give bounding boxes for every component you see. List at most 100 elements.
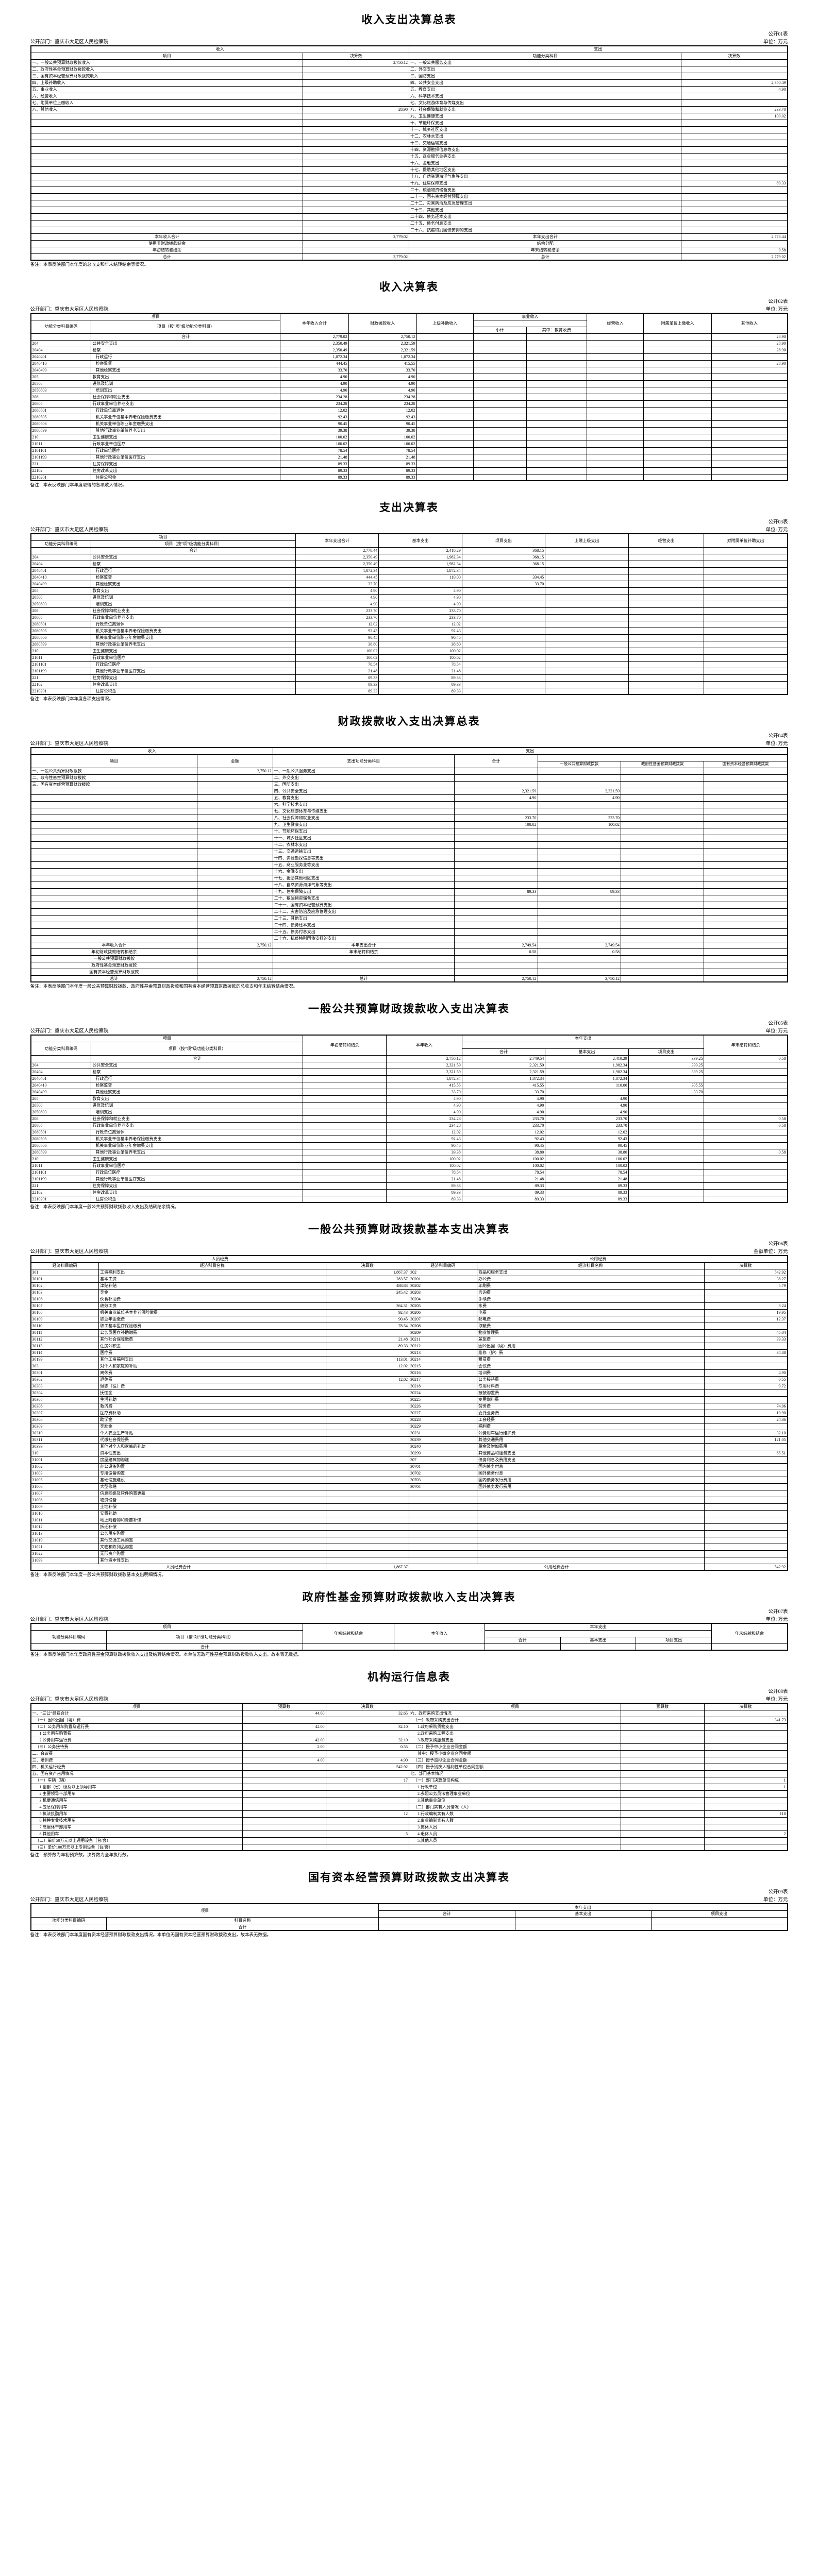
t5-h-item: 项目 (30, 1035, 304, 1042)
econ-name-left: 物资储备 (98, 1496, 326, 1504)
t2-h-affil: 附属单位上缴收入 (643, 313, 712, 334)
carry-end-value (704, 1101, 788, 1109)
econ-name-right (477, 1496, 705, 1504)
table-row: 二十五、债务付息支出 (30, 219, 788, 227)
income-item-label: 一、一般公共预算财政拨款收入 (30, 59, 304, 66)
table-row: 四、上级补助收入 四、公共安全支出 2,350.49 (30, 79, 788, 87)
expense-item-label: 五、教育支出 (408, 86, 682, 93)
econ-amount-right: 5.79 (704, 1282, 788, 1290)
income-item-value (196, 774, 273, 782)
sum-value: 415.55 (461, 1081, 546, 1089)
t7-h-code: 功能分类科目编码 (30, 1630, 107, 1644)
econ-name-left: 基本工资 (98, 1275, 326, 1283)
t9-h-expense: 本年支出 (378, 1903, 788, 1911)
econ-amount-left (325, 1530, 409, 1537)
table-9-department: 公开部门：重庆市大足区人民检察院 (30, 1897, 109, 1903)
t2-h-sub: 小计 (473, 326, 527, 334)
proj-value (628, 1162, 705, 1170)
basic-value: 78.54 (545, 1168, 629, 1176)
proj-value (461, 607, 546, 615)
econ-name-right: 其他交通费用 (477, 1436, 705, 1444)
table-row: 31013 公务用车购置 (30, 1530, 788, 1537)
table-footer-row: 使用非财政拨款结余 结余分配 (30, 240, 788, 247)
func-code: 2101101 (30, 660, 92, 668)
income-item-label (30, 132, 304, 140)
expense-general-value (537, 767, 622, 775)
econ-code-left: 30114 (30, 1349, 99, 1357)
table-2: 项目 本年收入合计 财政拨款收入 上级补助收入 事业收入 经营收入 附属单位上缴… (30, 313, 788, 482)
proj-value (461, 667, 546, 675)
upper-value (545, 681, 629, 688)
total-value: 4.90 (295, 600, 379, 608)
carry-begin-value (303, 1122, 387, 1129)
expense-capital-value (704, 794, 788, 802)
income-item-label (30, 179, 304, 187)
table-block-3: 支出决算表 公开03表 公开部门：重庆市大足区人民检察院 单位: 万元 项目 本… (30, 499, 788, 702)
econ-name-left: 奖励金 (98, 1422, 326, 1430)
proj-value (461, 627, 546, 635)
table-footer-row: 人员经费合计 1,867.37 公用经费合计 542.92 (30, 1563, 788, 1571)
proj-value (461, 587, 546, 595)
func-code: 2101199 (30, 1175, 92, 1183)
table-2-note: 备注：本表反映部门本年度取得的各项收入情况。 (30, 482, 127, 488)
func-code: 22102 (30, 467, 92, 474)
econ-code-right: 30227 (408, 1409, 478, 1417)
t7-h-sum: 合计 (484, 1636, 561, 1644)
expense-capital-value (704, 941, 788, 949)
income-item-value: 2,750.12 (303, 59, 409, 66)
expense-fund-value (620, 774, 705, 782)
income-total-label: 使用非财政拨款结余 (30, 240, 304, 247)
expense-total-value (454, 908, 538, 916)
income-value: 33.70 (386, 1088, 462, 1096)
econ-amount-right (704, 1503, 788, 1511)
table-row: 二十六、抗疫特别国债安排的支出 (30, 935, 788, 942)
oper-value (628, 614, 705, 621)
table-row: 2.公务用车运行费 42.00 32.10 3.政府采购服务支出 (30, 1736, 788, 1744)
econ-name-left: 其他社会保障缴费 (98, 1335, 326, 1343)
econ-amount-left (325, 1402, 409, 1410)
affil-value (643, 373, 712, 381)
econ-name-right: 取暖费 (477, 1322, 705, 1330)
expense-total-value (454, 935, 538, 942)
econ-amount-right: 45.04 (704, 1329, 788, 1336)
func-code: 204 (30, 1061, 92, 1069)
carry-begin-value (303, 1055, 387, 1062)
proj-value (628, 1148, 705, 1156)
table-8-body: 一、“三公”经费合计 44.00 32.65 六、政府采购支出情况 （一）因公出国（境）… (30, 1709, 788, 1851)
oper-value (586, 453, 644, 461)
basic-value (378, 580, 462, 588)
table-row: 三、国有资本经营预算财政拨款收入 三、国防支出 (30, 72, 788, 80)
fiscal-value: 33.70 (348, 366, 417, 374)
expense-fund-value (620, 955, 705, 962)
sum-value: 4.90 (461, 1101, 546, 1109)
item-name: 机关事业单位基本养老保险缴费支出 (91, 1135, 304, 1143)
sum-value: 12.02 (461, 1128, 546, 1136)
total-value: 2,778.44 (295, 547, 379, 554)
t7-h-carry-begin: 年初结转和结余 (303, 1623, 394, 1644)
proj-value: 368.15 (461, 553, 546, 561)
proj-value: 305.55 (628, 1081, 705, 1089)
econ-code-right: 30224 (408, 1389, 478, 1397)
item-name: 合计 (91, 333, 281, 341)
item-name: 住房保障支出 (91, 1182, 304, 1190)
item-name: 住房公积金 (91, 687, 296, 695)
expense-item-label: 三、国防支出 (272, 781, 455, 788)
super-value (416, 373, 474, 381)
edu-value (526, 366, 587, 374)
income-value: 100.02 (386, 1162, 462, 1170)
metric-label-right: （二）授予中小企业合同金额 (408, 1743, 622, 1751)
expense-total-value (454, 807, 538, 815)
econ-code-left: 30310 (30, 1429, 99, 1437)
income-item-value (303, 99, 409, 107)
sub-value (473, 460, 527, 468)
income-value: 89.33 (386, 1195, 462, 1203)
document-page: 收入支出决算总表 公开01表 公开部门：重庆市大足区人民检察院 单位：万元 收入… (0, 11, 818, 1956)
income-item-label (30, 861, 197, 869)
table-footer-row: 国有资本经营预算财政拨款 (30, 968, 788, 976)
table-1-sheet-no: 公开01表 (768, 32, 788, 37)
item-name: 教育支出 (91, 373, 281, 381)
expense-item-label: 七、文化旅游体育与传媒支出 (408, 99, 682, 107)
table-row: 30103 奖金 245.42 30203 咨询费 (30, 1289, 788, 1296)
table-row: 31010 安置补助 (30, 1510, 788, 1517)
super-value (416, 447, 474, 454)
